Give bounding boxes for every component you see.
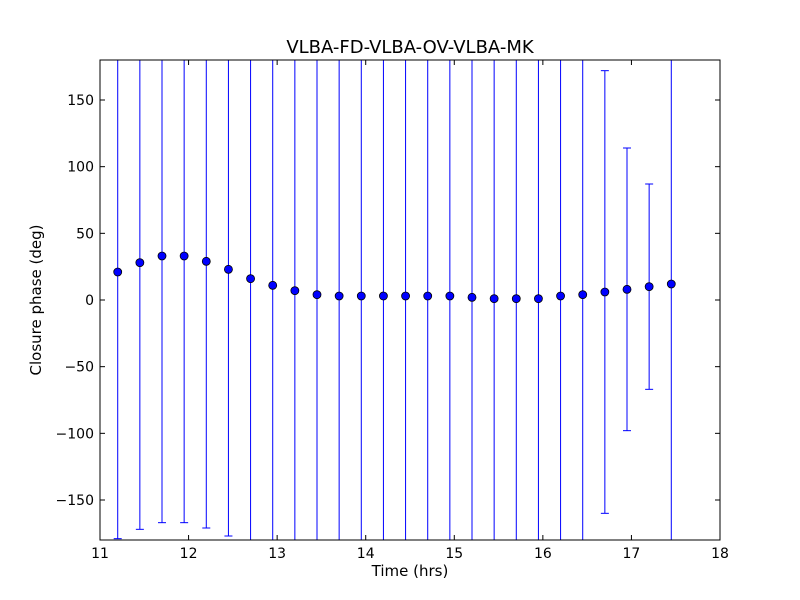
y-tick-label: 100 <box>67 160 94 176</box>
data-point <box>290 286 300 296</box>
data-point <box>556 291 565 301</box>
x-tick-label: 11 <box>91 546 109 562</box>
data-point <box>578 290 588 300</box>
data-point <box>423 291 433 301</box>
x-tick-label: 12 <box>180 546 198 562</box>
axes-frame <box>99 59 721 541</box>
x-tick-label: 18 <box>711 546 729 562</box>
data-point <box>224 264 233 274</box>
x-tick-label: 17 <box>623 546 641 562</box>
data-point <box>157 251 167 261</box>
x-tick-label: 14 <box>357 546 375 562</box>
data-point <box>113 267 123 277</box>
data-point <box>445 291 455 301</box>
data-point <box>201 256 211 266</box>
data-point <box>511 294 521 304</box>
plot-area <box>113 60 676 540</box>
data-point <box>622 284 632 294</box>
y-tick-label: −100 <box>56 426 94 442</box>
axis-ticks: 11 12 13 14 15 16 17 18 −150 −100 −50 0 50 100 150 <box>56 60 729 562</box>
x-tick-label: 15 <box>445 546 463 562</box>
data-point <box>312 290 322 300</box>
data-point <box>401 291 410 301</box>
y-tick-label: −150 <box>56 493 94 509</box>
data-point <box>489 294 499 304</box>
y-tick-label: −50 <box>64 360 94 376</box>
data-point <box>356 291 366 301</box>
x-axis-label: Time (hrs) <box>371 562 449 580</box>
data-point <box>379 291 388 301</box>
y-tick-label: 150 <box>67 93 94 109</box>
data-point <box>135 258 145 268</box>
x-tick-label: 16 <box>534 546 552 562</box>
data-point <box>534 294 543 304</box>
data-point <box>600 287 610 297</box>
data-point <box>334 291 344 301</box>
data-point <box>246 274 255 284</box>
data-point <box>644 282 654 292</box>
chart-title: VLBA-FD-VLBA-OV-VLBA-MK <box>286 37 535 58</box>
x-tick-label: 13 <box>268 546 286 562</box>
data-point <box>268 280 278 290</box>
y-tick-label: 50 <box>76 226 94 242</box>
y-axis-label: Closure phase (deg) <box>27 225 45 376</box>
data-point <box>467 292 477 302</box>
y-tick-label: 0 <box>85 293 94 309</box>
data-point <box>666 279 676 289</box>
data-point <box>179 251 189 261</box>
